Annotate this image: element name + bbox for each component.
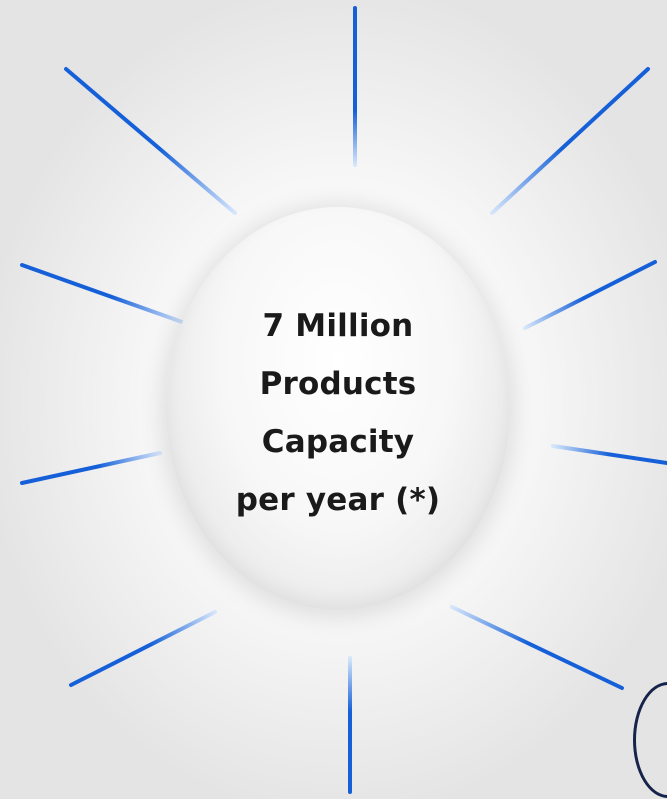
ray-left-upper xyxy=(20,263,187,325)
center-circle: 7 Million Products Capacity per year (*) xyxy=(166,207,510,610)
capacity-line-2: Products xyxy=(259,365,417,402)
capacity-label: 7 Million Products Capacity per year (*) xyxy=(236,289,440,529)
capacity-line-1: 7 Million xyxy=(262,307,414,344)
capacity-line-3: Capacity xyxy=(261,423,415,460)
ray-left-lower xyxy=(20,451,162,485)
ray-upper-left xyxy=(64,67,237,215)
ray-lower-left xyxy=(69,610,217,687)
ray-right-lower xyxy=(551,444,667,465)
capacity-line-4: per year (*) xyxy=(235,481,441,518)
ray-upper-right xyxy=(490,67,650,215)
ray-lower-right xyxy=(450,605,624,690)
ray-right-upper xyxy=(523,260,657,330)
